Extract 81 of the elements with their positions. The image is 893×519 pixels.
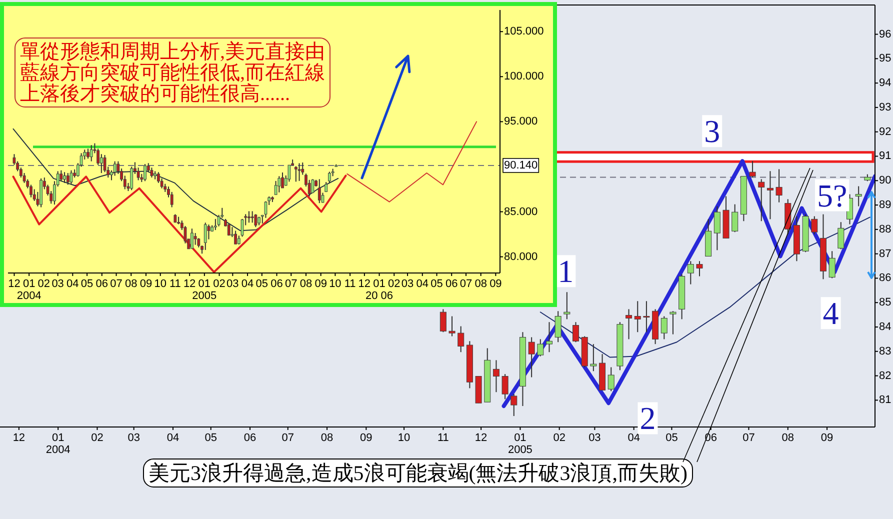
annotation: 2 bbox=[638, 400, 658, 436]
x-tick-label: 12 bbox=[474, 432, 488, 444]
y-tick-label: 90 bbox=[879, 174, 892, 187]
x-tick-label: 04 bbox=[628, 432, 640, 444]
x-tick-label: 08 bbox=[320, 432, 334, 444]
x-tick-label: 03 bbox=[401, 278, 414, 290]
y-tick-label: 80.000 bbox=[504, 250, 538, 263]
y-tick-label: 91 bbox=[879, 150, 892, 162]
y-tick-label: 85 bbox=[879, 296, 892, 309]
x-tick-label: 05 bbox=[430, 278, 443, 290]
x-tick-label: 07 bbox=[285, 278, 298, 290]
annotation: 4 bbox=[820, 295, 841, 332]
y-tick-label: 81 bbox=[879, 394, 892, 406]
x-tick-label: 09 bbox=[490, 278, 502, 290]
y-tick-label: 86 bbox=[879, 272, 892, 284]
y-tick-label: 85.000 bbox=[504, 206, 538, 218]
x-tick-label: 08 bbox=[474, 278, 487, 290]
x-tick-label: 10 bbox=[154, 278, 166, 290]
x-tick-label: 02 bbox=[553, 432, 566, 444]
x-tick-label: 11 bbox=[437, 432, 449, 444]
ref-label: 90.140 bbox=[502, 158, 540, 173]
x-tick-label: 04 bbox=[416, 278, 429, 290]
x-tick-label: 12 bbox=[358, 278, 371, 290]
x-tick-label: 06 bbox=[244, 432, 256, 444]
x-tick-label: 04 bbox=[66, 278, 79, 290]
x-tick-label: 07 bbox=[282, 432, 294, 444]
x-tick-label: 04 bbox=[166, 432, 180, 444]
y-tick-label: 95.000 bbox=[504, 116, 538, 128]
x-tick-label: 12 bbox=[183, 278, 196, 290]
x-tick-label: 08 bbox=[782, 432, 794, 444]
x-tick-label: 07 bbox=[460, 278, 472, 290]
y-tick-label: 82 bbox=[879, 370, 892, 382]
x-tick-label: 02 bbox=[91, 432, 104, 444]
x-tick-label: 08 bbox=[124, 278, 138, 290]
annotation: 5? bbox=[814, 177, 850, 214]
x-tick-label: 08 bbox=[300, 278, 312, 290]
x-tick-label: 05 bbox=[666, 432, 678, 444]
y-tick-label: 100.000 bbox=[504, 70, 544, 83]
x-tick-label: 07 bbox=[110, 278, 122, 290]
x-tick-label: 06 bbox=[270, 278, 283, 290]
x-tick-label: 07 bbox=[742, 432, 755, 444]
annotation: 1 bbox=[556, 253, 576, 290]
x-tick-label: 02 bbox=[213, 278, 226, 290]
x-tick-label: 09 bbox=[820, 432, 834, 444]
x-tick-label: 01 2004 bbox=[46, 432, 70, 456]
x-tick-label: 03 bbox=[588, 432, 601, 444]
x-tick-label: 11 bbox=[344, 278, 356, 290]
x-tick-label: 04 bbox=[241, 278, 254, 290]
x-tick-label: 03 bbox=[128, 432, 140, 444]
x-tick-label: 09 bbox=[314, 278, 327, 290]
x-tick-label: 05 bbox=[204, 432, 217, 444]
x-tick-label: 09 bbox=[360, 432, 372, 444]
y-tick-label: 105.000 bbox=[504, 26, 544, 38]
note: 單從形態和周期上分析,美元直接由藍線方向突破可能性很低,而在紅線上落後才突破的可能性很高...... bbox=[14, 38, 330, 108]
x-tick-label: 12 bbox=[8, 278, 20, 290]
y-tick-label: 95 bbox=[879, 52, 892, 65]
x-tick-label: 05 bbox=[256, 278, 268, 290]
y-tick-label: 83 bbox=[879, 345, 892, 358]
y-tick-label: 87 bbox=[879, 248, 892, 260]
y-tick-label: 92 bbox=[879, 126, 892, 138]
y-tick-label: 94 bbox=[879, 77, 892, 90]
x-tick-label: 02 bbox=[388, 278, 400, 290]
y-tick-label: 96 bbox=[879, 28, 892, 40]
y-tick-label: 84 bbox=[879, 320, 892, 333]
y-tick-label: 89 bbox=[879, 199, 892, 212]
x-tick-label: 02 bbox=[38, 278, 50, 290]
note: 美元3浪升得過急,造成5浪可能衰竭(無法升破3浪頂,而失敗) bbox=[143, 458, 693, 488]
x-tick-label: 09 bbox=[140, 278, 152, 290]
x-tick-label: 12 bbox=[12, 432, 26, 444]
x-tick-label: 10 bbox=[398, 432, 410, 444]
x-tick-label: 10 bbox=[329, 278, 342, 290]
x-tick-label: 03 bbox=[52, 278, 64, 290]
x-tick-label: 01 2005 bbox=[508, 432, 532, 456]
y-tick-label: 88 bbox=[879, 223, 892, 236]
x-tick-label: 06 bbox=[445, 278, 458, 290]
y-tick-label: 93 bbox=[879, 101, 892, 114]
x-tick-label: 06 bbox=[96, 278, 108, 290]
x-tick-label: 03 bbox=[226, 278, 239, 290]
annotation: 3 bbox=[702, 113, 722, 150]
x-tick-label: 11 bbox=[169, 278, 181, 290]
x-tick-label: 05 bbox=[80, 278, 94, 290]
